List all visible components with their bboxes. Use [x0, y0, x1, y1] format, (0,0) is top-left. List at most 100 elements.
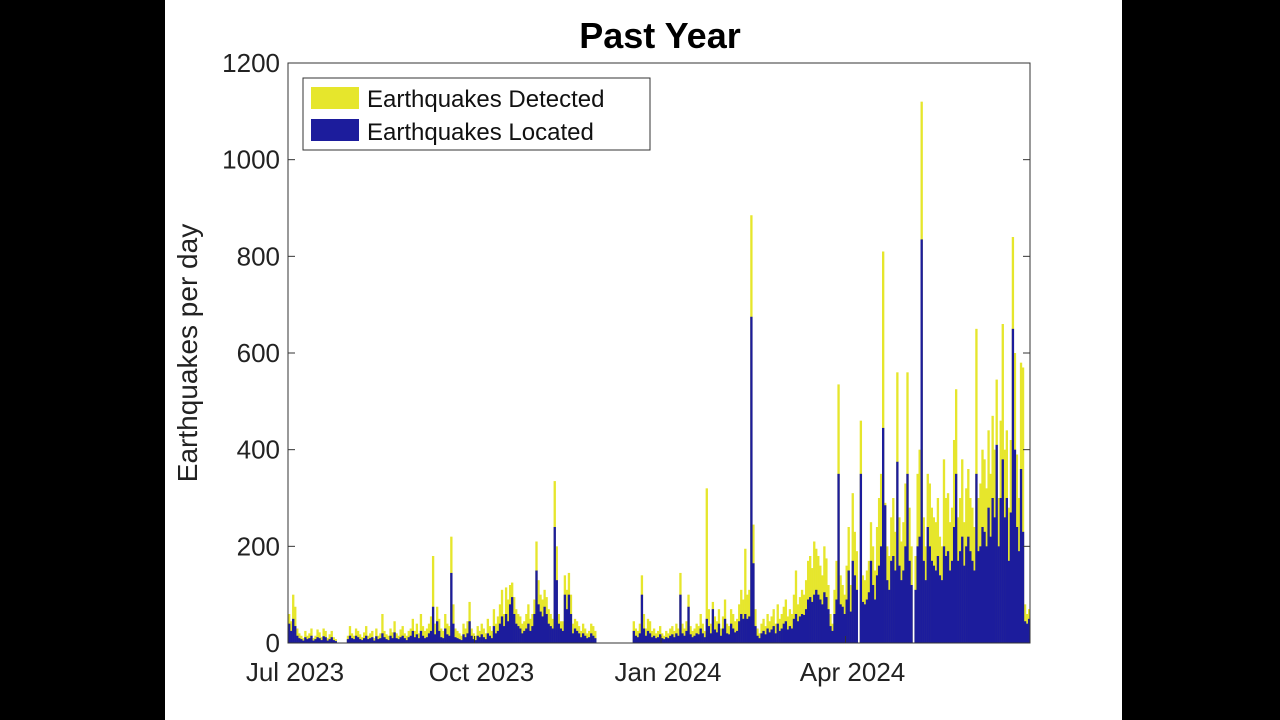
bar-located	[559, 628, 562, 643]
bar-located	[798, 616, 802, 643]
bar-detected	[490, 630, 494, 643]
bar-located	[369, 638, 372, 643]
bar-located	[458, 639, 461, 643]
bar-located	[537, 604, 540, 643]
bar-located	[363, 638, 366, 643]
y-tick-label: 600	[237, 338, 280, 368]
bar-located	[985, 546, 988, 643]
bar-located	[377, 639, 380, 643]
bar-detected	[482, 628, 485, 643]
bar-located	[308, 638, 311, 643]
bar-detected	[665, 630, 668, 643]
bar-located	[1017, 551, 1021, 643]
bar-located	[940, 580, 944, 643]
bar-detected	[594, 630, 597, 643]
bar-located	[298, 638, 301, 643]
bar-located	[407, 637, 410, 643]
bar-detected	[452, 604, 455, 643]
bar-located	[296, 635, 299, 643]
bar-located	[409, 635, 412, 643]
x-tick-label: Jul 2023	[246, 657, 344, 687]
bar-located	[833, 614, 836, 643]
bar-detected	[294, 606, 297, 643]
bar-detected	[498, 604, 502, 643]
bar-located	[847, 570, 850, 643]
bar-located	[586, 638, 589, 643]
bar-located	[729, 623, 733, 643]
bar-located	[703, 637, 706, 643]
bar-located	[707, 626, 710, 643]
bar-detected	[371, 630, 374, 643]
bar-located	[961, 536, 964, 643]
bar-located	[924, 580, 927, 643]
bar-detected	[813, 541, 816, 643]
bar-located	[652, 635, 656, 643]
bar-located	[800, 614, 804, 643]
bar-detected	[385, 634, 388, 643]
bar-located	[385, 639, 388, 643]
bar-detected	[673, 630, 676, 643]
bar-located	[888, 589, 891, 643]
bar-located	[934, 570, 938, 643]
bar-located	[632, 630, 635, 643]
bar-located	[669, 635, 672, 643]
bar-located	[433, 634, 437, 643]
y-tick-label: 0	[266, 628, 280, 658]
bar-located	[513, 614, 516, 643]
bar-detected	[579, 630, 583, 643]
bar-located	[827, 609, 830, 643]
bar-located	[667, 638, 670, 643]
bar-detected	[768, 621, 771, 643]
bar-detected	[411, 618, 414, 643]
x-tick-label: Jan 2024	[615, 657, 722, 687]
bar-located	[918, 536, 921, 643]
bar-located	[659, 634, 662, 643]
bar-located	[438, 630, 441, 643]
bar-located	[480, 634, 483, 643]
bar-located	[1005, 498, 1008, 643]
bar-located	[650, 637, 654, 643]
bar-located	[294, 626, 297, 643]
bar-located	[496, 630, 500, 643]
bar-located	[882, 427, 885, 643]
bar-located	[811, 601, 814, 643]
bar-located	[993, 517, 996, 643]
bar-located	[511, 597, 514, 643]
bar-located	[1015, 527, 1019, 643]
bar-located	[365, 635, 368, 643]
bar-located	[675, 633, 678, 643]
bar-located	[790, 628, 794, 643]
bar-located	[535, 570, 538, 643]
bar-located	[865, 599, 869, 643]
bar-located	[806, 599, 810, 643]
bar-detected	[778, 618, 781, 643]
bar-located	[768, 632, 771, 643]
bar-located	[373, 640, 376, 643]
bar-located	[871, 585, 875, 643]
bar-detected	[744, 548, 747, 643]
bar-located	[391, 638, 394, 643]
bar-located	[515, 623, 518, 643]
bar-detected	[464, 628, 467, 643]
bar-detected	[316, 629, 319, 643]
bar-detected	[403, 633, 406, 643]
bar-located	[648, 633, 652, 643]
bar-located	[701, 633, 704, 643]
bar-detected	[308, 633, 311, 643]
bar-located	[504, 614, 508, 643]
bar-detected	[462, 623, 465, 643]
bar-located	[815, 589, 818, 643]
bar-located	[886, 580, 889, 643]
bar-located	[671, 634, 674, 643]
bar-located	[999, 498, 1002, 643]
bar-located	[474, 640, 477, 643]
bar-located	[375, 636, 378, 643]
bar-detected	[442, 630, 445, 643]
bar-located	[758, 638, 761, 643]
bar-located	[490, 638, 494, 643]
bar-located	[468, 621, 471, 643]
bar-located	[863, 604, 867, 643]
bar-located	[979, 546, 982, 643]
bar-located	[348, 635, 352, 643]
